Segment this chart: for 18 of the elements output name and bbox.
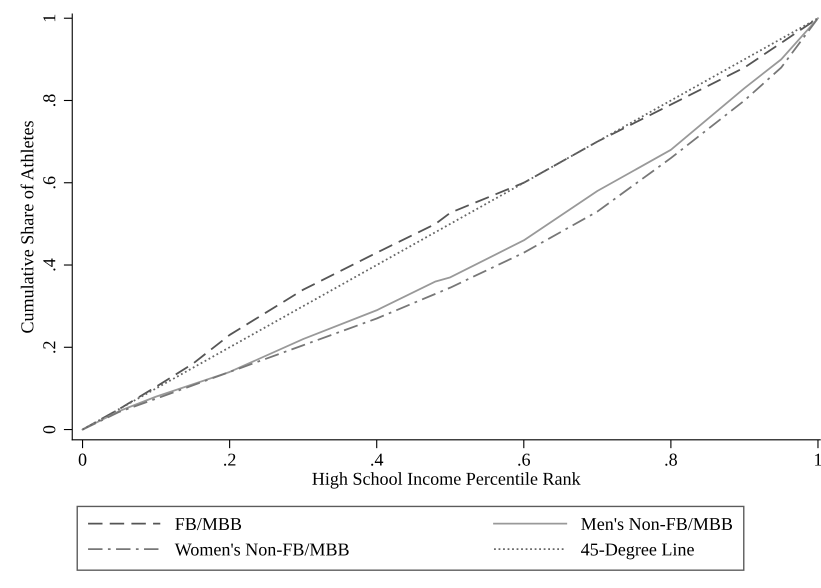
y-tick-label: .8 — [43, 94, 56, 106]
y-axis-title: Cumulative Share of Athletes — [20, 121, 34, 333]
y-tick-label: 1 — [43, 14, 56, 22]
legend-label: FB/MBB — [175, 518, 242, 530]
y-tick-label: .6 — [43, 176, 56, 188]
legend-label: Women's Non-FB/MBB — [174, 544, 349, 556]
legend-label: 45-Degree Line — [581, 543, 694, 560]
y-tick-label: .4 — [43, 258, 56, 271]
x-axis-title: High School Income Percentile Rank — [312, 472, 581, 489]
legend-label: Men's Non-FB/MBB — [581, 518, 732, 530]
y-tick-label: 0 — [43, 426, 56, 434]
x-tick-label: .6 — [518, 454, 530, 466]
x-tick-label: .2 — [224, 454, 236, 466]
x-tick-label: 0 — [78, 454, 86, 466]
x-tick-label: 1 — [815, 454, 821, 466]
x-tick-label: .4 — [371, 454, 384, 466]
x-tick-label: .8 — [665, 454, 677, 466]
y-tick-label: .2 — [43, 342, 56, 353]
